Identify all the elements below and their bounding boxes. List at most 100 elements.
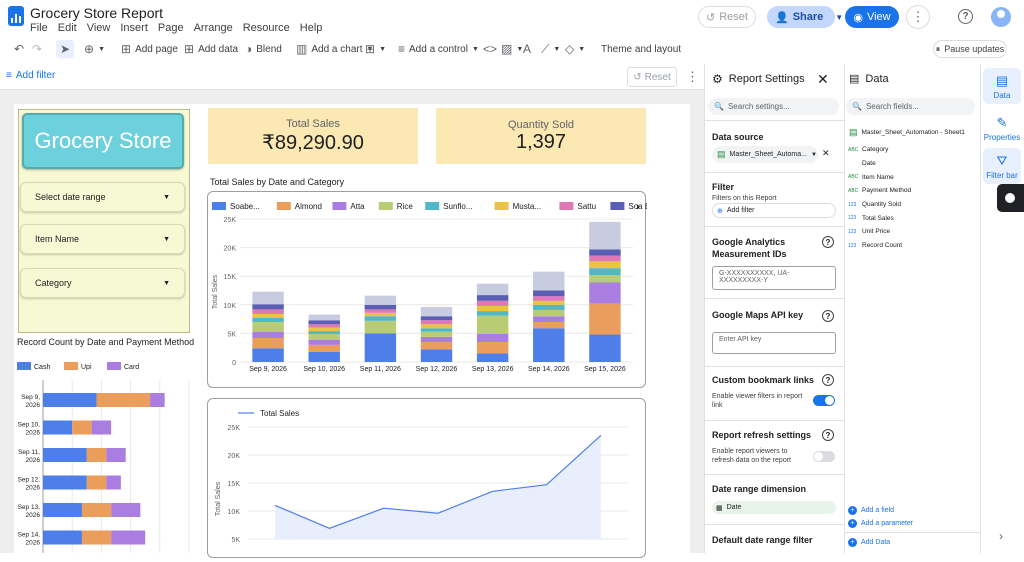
share-button[interactable]: 👤 Share ▼ [767, 6, 843, 28]
menu-item[interactable]: Help [299, 22, 323, 34]
refresh-toggle[interactable] [813, 451, 835, 462]
control-icon: ≡ [398, 42, 406, 56]
help-icon[interactable]: ? [958, 9, 973, 24]
settings-add-filter-button[interactable]: ⊕ Add filter [712, 203, 836, 218]
field-item[interactable]: ABC Payment Method [848, 184, 911, 198]
shape-icon[interactable]: ◇ ▼ [565, 42, 586, 56]
help-icon[interactable]: ? [822, 310, 834, 322]
close-icon[interactable]: ✕ [817, 71, 829, 87]
category-control[interactable]: Category ▼ [20, 268, 185, 298]
add-field-link[interactable]: + Add a field [848, 506, 894, 515]
add-control-button[interactable]: ≡ Add a control ▼ [398, 42, 479, 56]
menu-item[interactable]: File [30, 22, 48, 34]
database-icon: ▤ [995, 72, 1009, 88]
field-item[interactable]: 123 Quantity Sold [848, 198, 911, 212]
filter-reset-button[interactable]: ↺ Reset [627, 67, 677, 87]
field-item[interactable]: ABC Item Name [848, 170, 911, 184]
bar-segment [364, 316, 397, 321]
field-name: Quantity Sold [862, 201, 902, 209]
menu-item[interactable]: Page [157, 22, 184, 34]
stacked-bar-chart[interactable]: Soabe... Almond Atta Rice Sunflo... Musta... S… [207, 191, 659, 388]
rail-data-tab[interactable]: ▤ Data [983, 68, 1021, 104]
remove-source-icon[interactable]: ✕ [822, 148, 830, 158]
redo-icon[interactable]: ↷ [32, 42, 43, 56]
date-range-control[interactable]: Select date range ▼ [20, 182, 185, 212]
add-icon: ⊕ [717, 207, 723, 215]
zoom-icon[interactable]: ⊕ ▼ [84, 42, 105, 56]
rail-filter-bar-tab[interactable]: ⛛ Filter bar [983, 148, 1021, 184]
bar-segment [308, 339, 340, 345]
date-dimension-chip[interactable]: ▦ Date [712, 501, 836, 514]
help-icon[interactable]: ? [822, 236, 834, 248]
reset-button[interactable]: ↺ Reset [698, 6, 756, 28]
field-item[interactable]: 123 Total Sales [848, 211, 911, 225]
menu-item[interactable]: Edit [57, 22, 77, 34]
add-parameter-link[interactable]: + Add a parameter [848, 519, 913, 528]
x-tick-label: Sep 13, 2026 [472, 366, 514, 373]
divider [704, 474, 844, 475]
rail-properties-tab[interactable]: ✎ Properties [983, 114, 1021, 142]
kpi-quantity-sold[interactable]: Quantity Sold 1,397 [436, 108, 646, 164]
add-page-button[interactable]: ⊞ Add page [121, 42, 178, 56]
field-item[interactable]: 123 Record Count [848, 239, 911, 253]
avatar[interactable] [991, 7, 1011, 27]
item-name-control[interactable]: Item Name ▼ [20, 224, 185, 254]
ga-input[interactable]: G-XXXXXXXXXX, UA-XXXXXXXXX-Y [712, 266, 836, 290]
menu-item[interactable]: Insert [120, 22, 148, 34]
help-icon[interactable]: ? [822, 374, 834, 386]
menu-item[interactable]: View [86, 22, 111, 34]
help-icon[interactable]: ? [822, 429, 834, 441]
x-tick-label: Sep 10, 2026 [303, 366, 345, 373]
menu-item[interactable]: Arrange [193, 22, 233, 34]
add-filter-button[interactable]: ≡ Add filter [6, 70, 56, 81]
settings-search-input[interactable]: 🔍 Search settings... [708, 98, 839, 115]
legend-swatch [276, 202, 291, 210]
bar-segment [252, 304, 284, 310]
field-item[interactable]: 123 Unit Price [848, 225, 911, 239]
field-item[interactable]: ABC Category [848, 143, 911, 157]
feedback-icon[interactable] [997, 184, 1024, 212]
add-icon: + [848, 538, 857, 547]
add-chart-button[interactable]: ▥ Add a chart ▼ [296, 42, 374, 56]
menu-item[interactable]: Resource [242, 22, 290, 34]
divider [844, 532, 980, 533]
bar-segment [533, 300, 565, 305]
x-tick-label: Sep 9, 2026 [249, 366, 287, 373]
line-icon[interactable]: ⟋ ▼ [541, 41, 561, 56]
add-data-button[interactable]: ⊞ Add data [184, 42, 239, 56]
add-data-link[interactable]: + Add Data [848, 538, 890, 547]
chevron-right-icon[interactable]: › [999, 529, 1003, 543]
view-button[interactable]: ◉ View [845, 6, 899, 28]
more-options-icon[interactable]: ⋮ [686, 69, 699, 84]
code-icon[interactable]: <> [483, 42, 498, 56]
blend-button[interactable]: ◑ Blend [245, 42, 282, 56]
bar-segment [86, 448, 107, 462]
chevron-down-icon[interactable]: ▼ [835, 12, 844, 22]
bar-segment [111, 530, 146, 545]
kpi-total-sales[interactable]: Total Sales ₹89,290.90 [208, 108, 418, 164]
undo-icon[interactable]: ↶ [14, 42, 25, 56]
select-cursor-icon[interactable]: ➤ [56, 40, 74, 58]
text-icon[interactable]: A [523, 42, 532, 56]
maps-input[interactable]: Enter API key [712, 332, 836, 354]
community-viz-button[interactable]: ⊞ ▼ [365, 42, 386, 56]
bar-segment [308, 351, 340, 362]
report-title[interactable]: Grocery Store Report [30, 5, 164, 21]
data-source-item[interactable]: ▤ Master_Sheet_Automation - Sheet1 [849, 127, 965, 137]
bar-segment [589, 221, 621, 250]
field-item[interactable]: Date [848, 157, 911, 171]
theme-layout-button[interactable]: Theme and layout [601, 43, 682, 55]
chart-icon: ▥ [296, 42, 308, 56]
more-options-icon[interactable]: ⋮ [906, 5, 930, 29]
bookmark-toggle[interactable] [813, 395, 835, 406]
add-icon: + [848, 519, 857, 528]
line-chart[interactable]: Total Sales 5K 10K 15K 20K 25K Total Sales [207, 398, 646, 558]
image-icon[interactable]: ▨ ▼ [501, 42, 524, 56]
fields-search-input[interactable]: 🔍 Search fields... [846, 98, 975, 115]
bar-segment [420, 331, 453, 337]
data-source-chip[interactable]: ▤ Master_Sheet_Automa... ▼ [712, 146, 818, 163]
bar-segment [533, 321, 565, 329]
pause-updates-button[interactable]: ⏸ Pause updates [933, 40, 1007, 58]
bar-segment [476, 353, 509, 362]
